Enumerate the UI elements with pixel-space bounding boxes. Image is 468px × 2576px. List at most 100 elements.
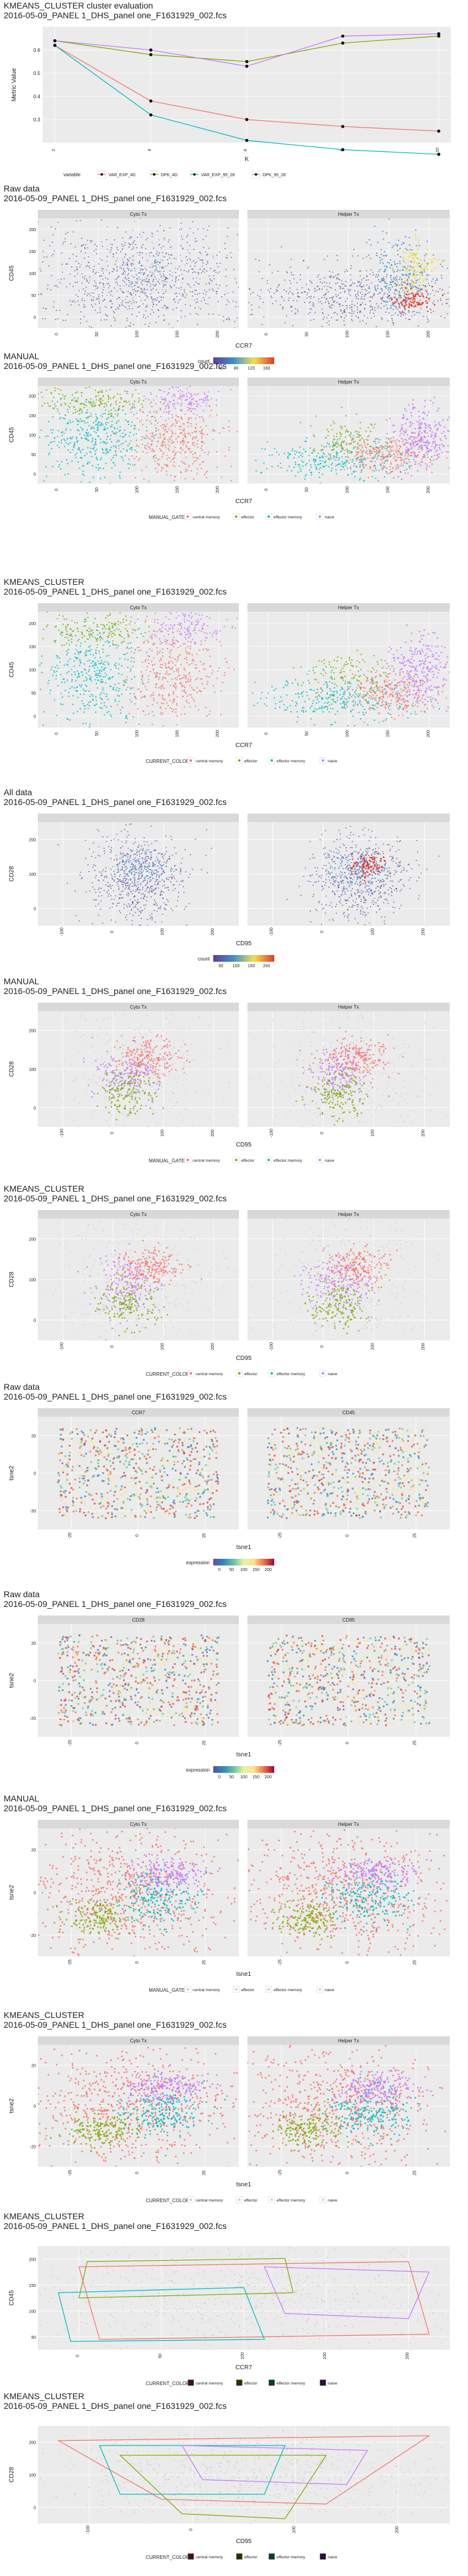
data-point	[55, 309, 57, 311]
data-point	[371, 460, 373, 462]
data-point	[375, 451, 377, 453]
data-point	[260, 298, 261, 299]
data-point	[391, 442, 392, 443]
data-point	[43, 711, 45, 713]
data-point	[425, 468, 428, 471]
data-point	[424, 338, 425, 339]
data-point	[225, 319, 227, 321]
data-point	[309, 447, 311, 449]
data-point	[100, 282, 102, 284]
data-point	[99, 676, 101, 678]
data-point	[430, 262, 433, 264]
data-point	[427, 294, 429, 296]
data-point	[82, 473, 84, 475]
data-point	[389, 465, 391, 468]
data-point	[144, 323, 146, 325]
data-point	[99, 672, 101, 674]
data-point	[63, 277, 65, 279]
data-point	[361, 460, 363, 462]
data-point	[196, 406, 198, 407]
data-point	[131, 287, 133, 288]
data-point	[90, 653, 91, 656]
data-point	[410, 279, 412, 281]
data-point	[126, 263, 128, 265]
data-point	[193, 232, 194, 234]
data-point	[44, 318, 46, 320]
data-point	[113, 254, 115, 256]
data-point	[178, 426, 180, 428]
data-point	[88, 439, 90, 442]
data-point	[405, 287, 407, 289]
data-point	[115, 445, 117, 447]
data-point	[402, 269, 403, 271]
data-point	[172, 393, 174, 396]
data-point	[54, 403, 55, 405]
data-point	[286, 272, 288, 274]
data-point	[399, 448, 400, 450]
x-tick-label: 0	[55, 488, 59, 491]
data-point	[195, 456, 197, 459]
data-point	[102, 300, 104, 302]
data-point	[215, 404, 218, 406]
data-point	[385, 471, 388, 473]
data-point	[123, 405, 125, 407]
data-point	[347, 467, 349, 470]
data-point	[176, 292, 177, 294]
data-point	[186, 388, 188, 390]
data-point	[182, 441, 183, 443]
data-point	[156, 412, 158, 413]
data-point	[291, 449, 293, 452]
data-point	[143, 279, 145, 281]
data-point	[63, 446, 66, 448]
data-point	[94, 389, 96, 392]
data-point	[194, 271, 196, 273]
data-point	[205, 251, 207, 253]
data-point	[127, 265, 129, 267]
data-point	[121, 456, 122, 458]
data-point	[80, 457, 83, 459]
data-point	[213, 277, 215, 279]
data-point	[349, 466, 352, 468]
data-point	[356, 459, 358, 461]
data-point	[407, 290, 409, 292]
data-point	[158, 463, 160, 465]
series-point	[149, 113, 153, 116]
data-point	[392, 302, 394, 304]
data-point	[204, 299, 205, 301]
data-point	[403, 252, 406, 254]
data-point	[364, 446, 367, 448]
data-point	[439, 329, 440, 331]
data-point	[230, 479, 232, 482]
data-point	[85, 676, 87, 678]
data-point	[127, 267, 129, 269]
data-point	[391, 246, 393, 249]
data-point	[403, 266, 405, 268]
data-point	[387, 262, 389, 263]
data-point	[435, 424, 438, 426]
data-point	[132, 299, 134, 301]
data-point	[377, 454, 380, 457]
data-point	[47, 624, 49, 626]
data-point	[43, 256, 45, 258]
data-point	[381, 259, 383, 260]
data-point	[186, 407, 189, 409]
data-point	[199, 259, 201, 261]
data-point	[98, 435, 99, 437]
data-point	[120, 451, 122, 453]
data-point	[410, 245, 412, 247]
data-point	[399, 290, 400, 292]
data-point	[35, 450, 37, 451]
data-point	[434, 282, 436, 284]
data-point	[93, 296, 94, 298]
data-point	[453, 320, 454, 321]
data-point	[213, 270, 214, 272]
data-point	[130, 670, 132, 672]
data-point	[430, 459, 432, 462]
data-point	[94, 450, 96, 452]
data-point	[158, 301, 160, 302]
data-point	[341, 426, 343, 428]
data-point	[364, 304, 366, 306]
data-point	[67, 449, 69, 451]
data-point	[54, 667, 56, 668]
